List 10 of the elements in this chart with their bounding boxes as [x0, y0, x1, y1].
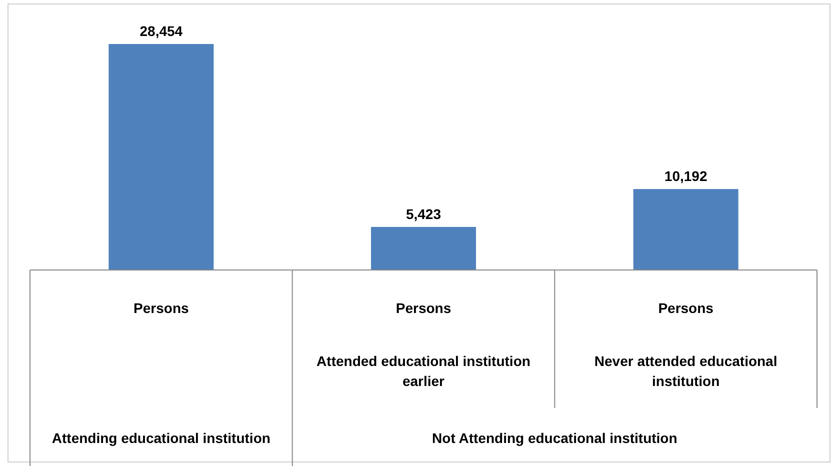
x-tick-label: Persons	[134, 300, 190, 316]
data-label: 5,423	[406, 206, 442, 222]
x-tick-label: Persons	[396, 300, 452, 316]
text: Attended educational institution earlier	[316, 353, 530, 389]
text: Attending educational institution	[52, 430, 270, 446]
data-label: 28,454	[140, 23, 183, 39]
text: Not Attending educational institution	[432, 430, 678, 446]
text: Never attended educational institution	[594, 353, 778, 389]
data-label: 10,192	[664, 168, 708, 184]
x-tick-label: Persons	[658, 300, 714, 316]
